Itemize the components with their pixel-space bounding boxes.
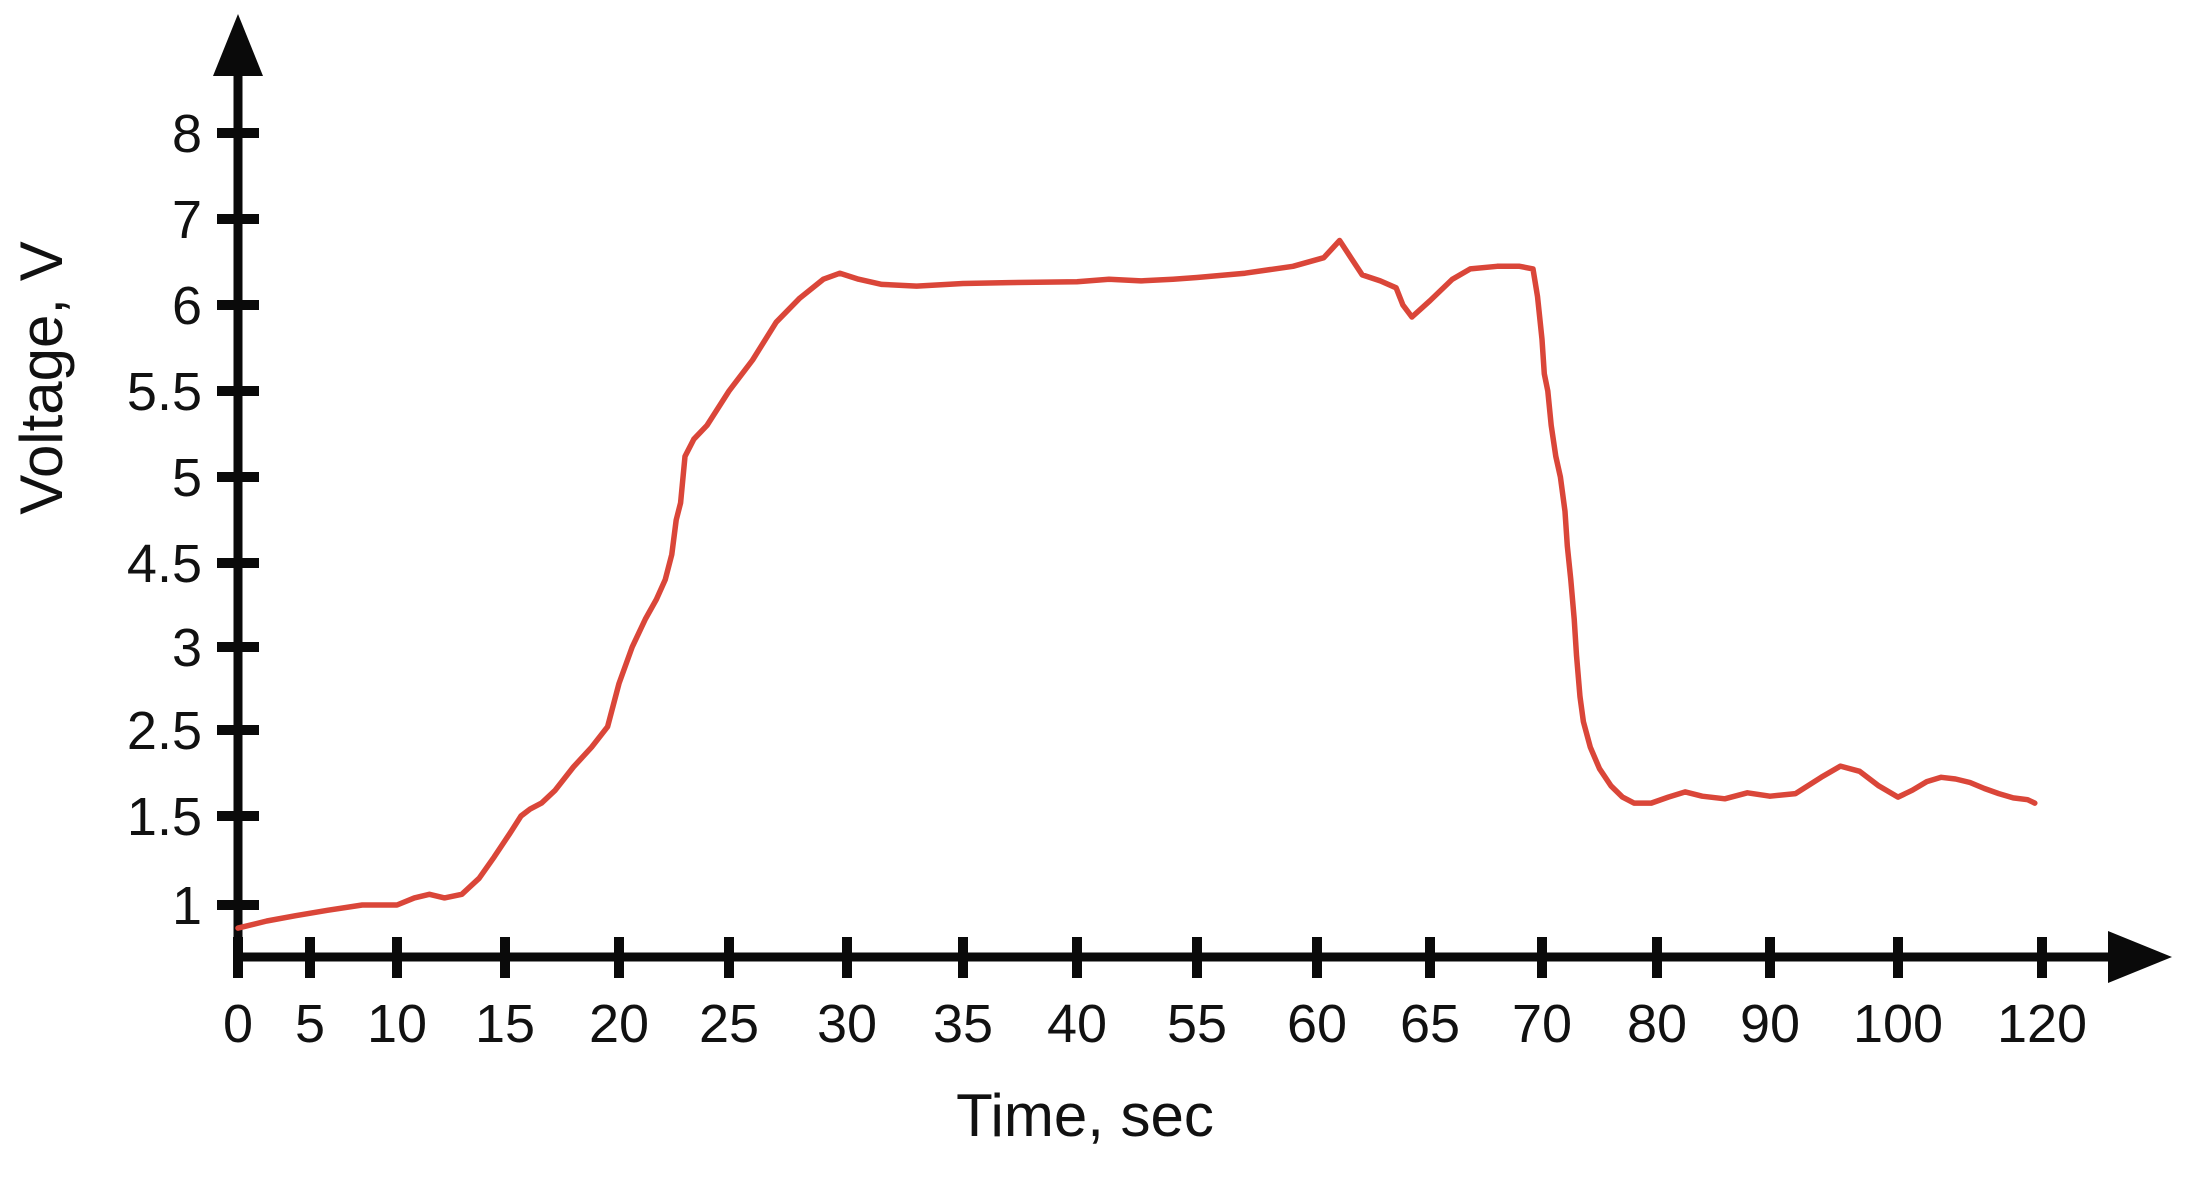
x-tick-label: 90 <box>1740 994 1800 1054</box>
y-tick-label: 7 <box>172 190 202 250</box>
y-tick-label: 4.5 <box>127 534 202 594</box>
y-tick-label: 1.5 <box>127 787 202 847</box>
x-tick-label: 25 <box>699 994 759 1054</box>
y-tick-label: 3 <box>172 618 202 678</box>
x-tick-label: 40 <box>1047 994 1107 1054</box>
x-tick-label: 100 <box>1853 994 1943 1054</box>
y-tick-label: 5.5 <box>127 362 202 422</box>
x-tick-labels: 0 5 10 15 20 25 30 35 40 55 60 65 70 80 90 100 120 <box>223 994 2087 1054</box>
x-tick-label: 35 <box>933 994 993 1054</box>
y-tick-label: 6 <box>172 276 202 336</box>
y-axis-arrow-icon <box>213 14 263 76</box>
x-tick-label: 20 <box>589 994 649 1054</box>
x-tick-label: 120 <box>1997 994 2087 1054</box>
voltage-series-line <box>235 237 2038 931</box>
y-tick-marks <box>217 128 259 910</box>
x-axis: 0 5 10 15 20 25 30 35 40 55 60 65 70 80 90 100 120 Time,… <box>223 931 2172 1149</box>
x-tick-label: 60 <box>1287 994 1347 1054</box>
x-tick-marks <box>233 937 2047 978</box>
y-tick-labels: 8 7 6 5.5 5 4.5 3 2.5 1.5 1 <box>127 104 202 936</box>
y-tick-label: 8 <box>172 104 202 164</box>
x-tick-label: 5 <box>295 994 325 1054</box>
x-tick-label: 65 <box>1400 994 1460 1054</box>
y-tick-label: 1 <box>172 876 202 936</box>
y-axis: 8 7 6 5.5 5 4.5 3 2.5 1.5 1 Voltage, V <box>8 14 263 961</box>
x-tick-label: 15 <box>475 994 535 1054</box>
x-tick-label: 0 <box>223 994 253 1054</box>
y-tick-label: 5 <box>172 448 202 508</box>
x-axis-arrow-icon <box>2108 931 2172 983</box>
x-tick-label: 10 <box>367 994 427 1054</box>
x-tick-label: 55 <box>1167 994 1227 1054</box>
x-tick-label: 70 <box>1512 994 1572 1054</box>
y-axis-title: Voltage, V <box>8 241 75 515</box>
x-tick-label: 30 <box>817 994 877 1054</box>
x-tick-label: 80 <box>1627 994 1687 1054</box>
x-axis-title: Time, sec <box>956 1082 1214 1149</box>
y-tick-label: 2.5 <box>127 701 202 761</box>
